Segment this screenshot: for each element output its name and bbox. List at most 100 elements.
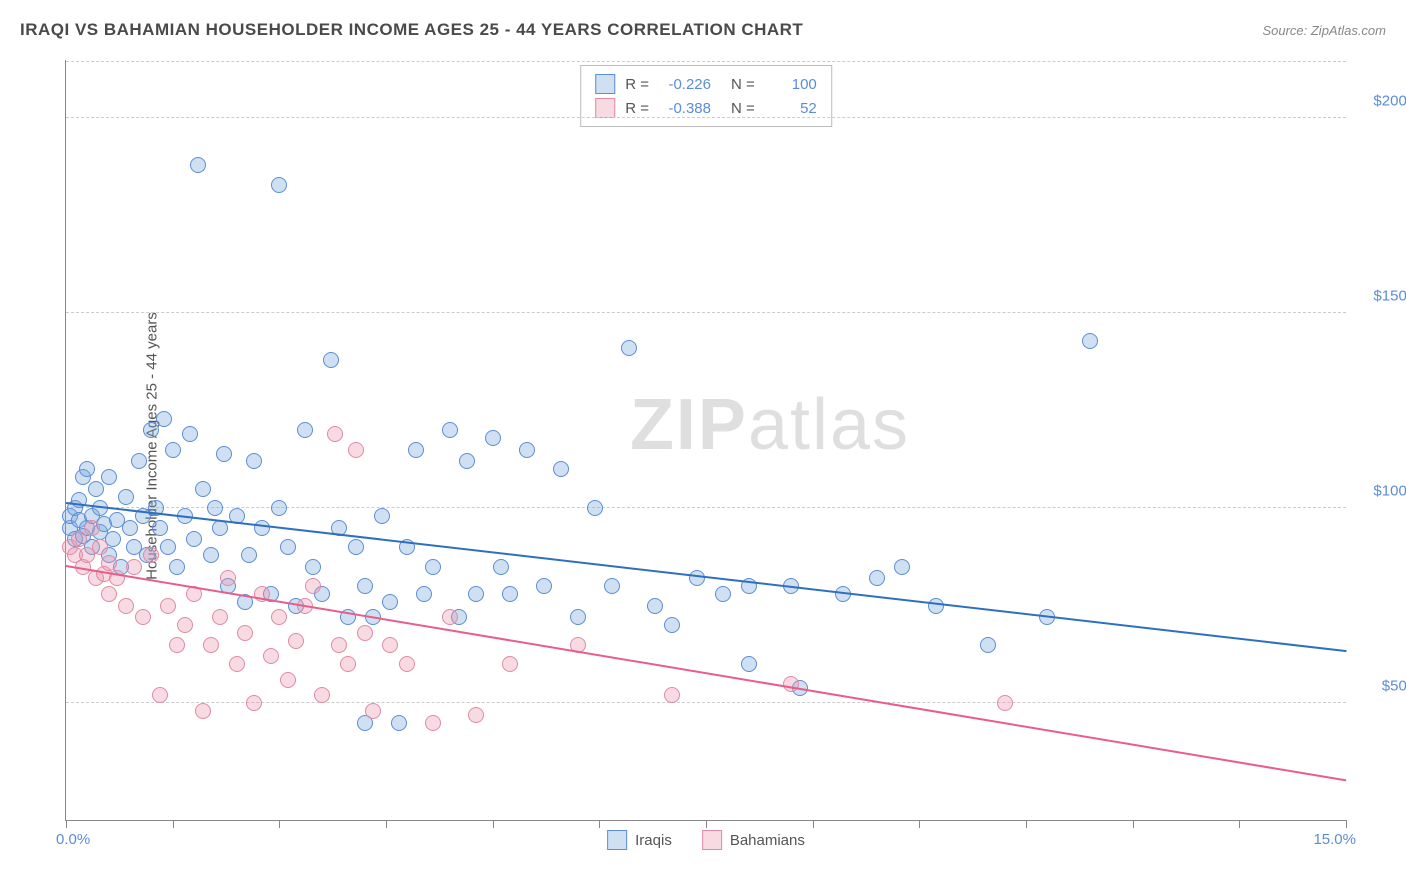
data-point xyxy=(519,442,535,458)
gridline xyxy=(66,312,1346,313)
data-point xyxy=(160,598,176,614)
data-point xyxy=(305,578,321,594)
data-point xyxy=(254,520,270,536)
x-tick xyxy=(1346,820,1347,828)
data-point xyxy=(195,481,211,497)
data-point xyxy=(485,430,501,446)
data-point xyxy=(928,598,944,614)
data-point xyxy=(408,442,424,458)
data-point xyxy=(92,539,108,555)
x-tick xyxy=(66,820,67,828)
trend-line xyxy=(66,565,1346,781)
data-point xyxy=(71,531,87,547)
y-tick-label: $50,000 xyxy=(1356,678,1406,695)
data-point xyxy=(493,559,509,575)
data-point xyxy=(220,570,236,586)
data-point xyxy=(203,547,219,563)
data-point xyxy=(399,656,415,672)
data-point xyxy=(327,426,343,442)
data-point xyxy=(587,500,603,516)
x-axis-max-label: 15.0% xyxy=(1313,831,1356,848)
x-tick xyxy=(493,820,494,828)
data-point xyxy=(980,637,996,653)
chart-title: IRAQI VS BAHAMIAN HOUSEHOLDER INCOME AGE… xyxy=(20,20,803,40)
data-point xyxy=(195,703,211,719)
data-point xyxy=(152,687,168,703)
data-point xyxy=(468,707,484,723)
data-point xyxy=(869,570,885,586)
data-point xyxy=(621,340,637,356)
data-point xyxy=(186,531,202,547)
data-point xyxy=(169,559,185,575)
y-tick-label: $200,000 xyxy=(1356,93,1406,110)
gridline xyxy=(66,117,1346,118)
gridline xyxy=(66,61,1346,62)
data-point xyxy=(246,453,262,469)
data-point xyxy=(340,656,356,672)
data-point xyxy=(177,617,193,633)
data-point xyxy=(689,570,705,586)
data-point xyxy=(664,687,680,703)
data-point xyxy=(246,695,262,711)
data-point xyxy=(88,481,104,497)
data-point xyxy=(348,442,364,458)
data-point xyxy=(143,547,159,563)
data-point xyxy=(156,411,172,427)
x-tick xyxy=(1239,820,1240,828)
data-point xyxy=(131,453,147,469)
data-point xyxy=(288,633,304,649)
data-point xyxy=(647,598,663,614)
data-point xyxy=(997,695,1013,711)
data-point xyxy=(79,461,95,477)
data-point xyxy=(331,637,347,653)
data-point xyxy=(241,547,257,563)
data-point xyxy=(536,578,552,594)
data-point xyxy=(502,656,518,672)
data-point xyxy=(135,609,151,625)
data-point xyxy=(101,586,117,602)
data-point xyxy=(425,559,441,575)
data-point xyxy=(152,520,168,536)
data-point xyxy=(271,177,287,193)
data-point xyxy=(459,453,475,469)
data-point xyxy=(323,352,339,368)
data-point xyxy=(118,489,134,505)
data-point xyxy=(894,559,910,575)
data-point xyxy=(502,586,518,602)
data-point xyxy=(664,617,680,633)
stats-row: R =-0.226N =100 xyxy=(595,72,817,96)
x-tick xyxy=(706,820,707,828)
data-point xyxy=(425,715,441,731)
scatter-chart: ZIPatlas R =-0.226N =100R =-0.388N =52 0… xyxy=(65,60,1346,821)
trend-line xyxy=(66,502,1346,652)
data-point xyxy=(468,586,484,602)
data-point xyxy=(442,609,458,625)
data-point xyxy=(382,594,398,610)
data-point xyxy=(715,586,731,602)
data-point xyxy=(305,559,321,575)
data-point xyxy=(182,426,198,442)
data-point xyxy=(203,637,219,653)
chart-legend: IraqisBahamians xyxy=(607,830,805,850)
data-point xyxy=(280,539,296,555)
data-point xyxy=(143,422,159,438)
x-tick xyxy=(173,820,174,828)
data-point xyxy=(216,446,232,462)
data-point xyxy=(118,598,134,614)
data-point xyxy=(271,609,287,625)
x-tick xyxy=(813,820,814,828)
watermark-logo: ZIPatlas xyxy=(630,384,910,466)
data-point xyxy=(280,672,296,688)
data-point xyxy=(207,500,223,516)
x-tick xyxy=(1026,820,1027,828)
data-point xyxy=(169,637,185,653)
data-point xyxy=(553,461,569,477)
x-tick xyxy=(279,820,280,828)
y-tick-label: $150,000 xyxy=(1356,288,1406,305)
legend-item: Bahamians xyxy=(702,830,805,850)
data-point xyxy=(416,586,432,602)
x-tick xyxy=(919,820,920,828)
data-point xyxy=(229,656,245,672)
x-tick xyxy=(386,820,387,828)
data-point xyxy=(357,625,373,641)
